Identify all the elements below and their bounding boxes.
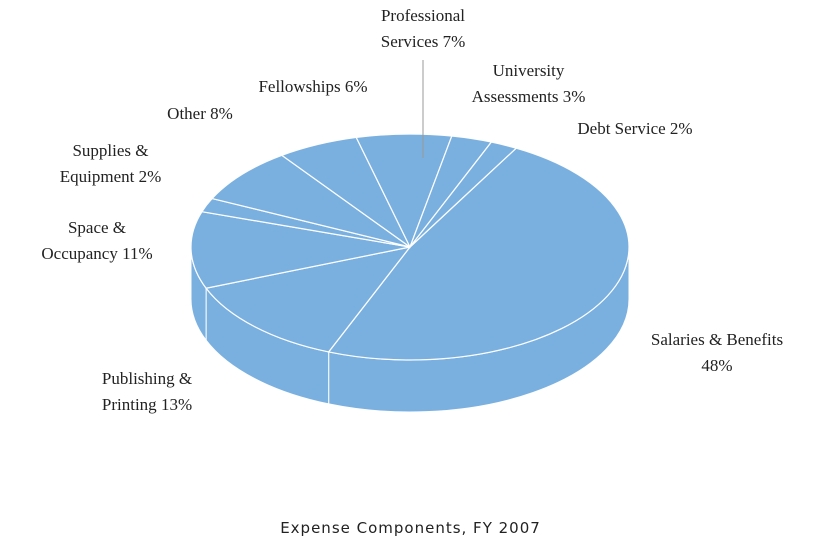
- category-name: University Assessments: [471, 61, 565, 106]
- value-label: 11%: [122, 244, 153, 263]
- slice: [211, 154, 411, 248]
- slice-label: Fellowships 6%: [238, 74, 388, 100]
- value-label: 7%: [442, 32, 466, 51]
- value-label: 2%: [669, 119, 693, 138]
- category-name: Publishing & Printing: [101, 369, 193, 414]
- value-label: 48%: [701, 356, 733, 375]
- slice: [327, 147, 630, 361]
- slice-label: Other 8%: [150, 101, 250, 127]
- category-name: Other: [167, 104, 206, 123]
- slice-label: University Assessments 3%: [466, 58, 591, 110]
- category-name: Space & Occupancy: [41, 218, 127, 263]
- value-label: 13%: [160, 395, 193, 414]
- category-name: Salaries & Benefits: [650, 330, 784, 349]
- slice: [190, 211, 411, 289]
- value-label: 3%: [562, 87, 586, 106]
- value-label: 2%: [138, 167, 162, 186]
- value-label: 8%: [210, 104, 233, 123]
- slice-label: Publishing & Printing 13%: [87, 366, 207, 418]
- slice-label: Salaries & Benefits 48%: [637, 327, 797, 379]
- category-name: Debt Service: [577, 119, 666, 138]
- value-label: 6%: [344, 77, 368, 96]
- slice-label: Professional Services 7%: [358, 3, 488, 55]
- category-name: Professional Services: [380, 6, 466, 51]
- chart-title: Expense Components, FY 2007: [280, 519, 541, 537]
- slice: [409, 141, 518, 248]
- slice: [205, 246, 412, 353]
- slice-label: Debt Service 2%: [555, 116, 715, 142]
- category-name: Fellowships: [258, 77, 341, 96]
- slice-label: Space & Occupancy 11%: [37, 215, 157, 267]
- category-name: Supplies & Equipment: [59, 141, 149, 186]
- slice-label: Supplies & Equipment 2%: [53, 138, 168, 190]
